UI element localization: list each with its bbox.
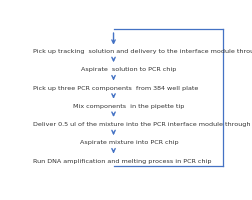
Text: Aspirate  solution to PCR chip: Aspirate solution to PCR chip (81, 67, 177, 72)
Text: Pick up tracking  solution and delivery to the interface module through the sipp: Pick up tracking solution and delivery t… (34, 49, 252, 54)
Text: Aspirate mixture into PCR chip: Aspirate mixture into PCR chip (80, 140, 178, 145)
Text: Deliver 0.5 ul of the mixture into the PCR interface module through a capillary : Deliver 0.5 ul of the mixture into the P… (34, 122, 252, 127)
Text: Mix components  in the pipette tip: Mix components in the pipette tip (74, 104, 185, 109)
Text: Pick up three PCR components  from 384 well plate: Pick up three PCR components from 384 we… (34, 86, 199, 91)
Text: Run DNA amplification and melting process in PCR chip: Run DNA amplification and melting proces… (34, 159, 212, 164)
